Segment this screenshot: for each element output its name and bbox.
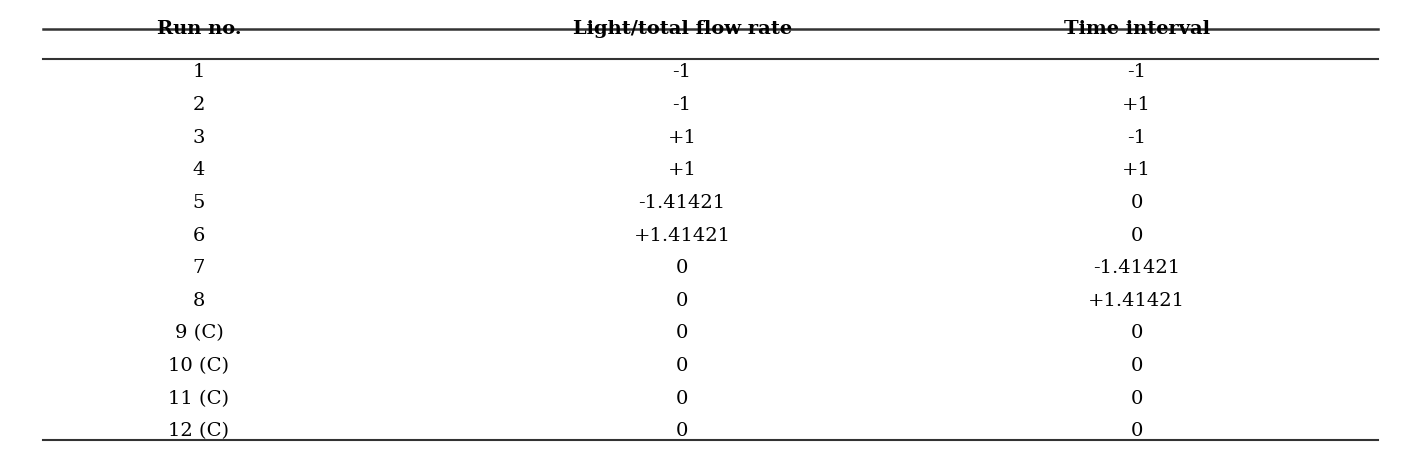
Text: Time interval: Time interval (1064, 20, 1209, 39)
Text: +1: +1 (668, 161, 696, 179)
Text: 0: 0 (676, 324, 688, 342)
Text: 0: 0 (676, 422, 688, 440)
Text: +1: +1 (668, 129, 696, 147)
Text: 0: 0 (1131, 194, 1142, 212)
Text: -1: -1 (1127, 129, 1147, 147)
Text: 0: 0 (1131, 422, 1142, 440)
Text: 0: 0 (676, 357, 688, 375)
Text: -1.41421: -1.41421 (1093, 259, 1181, 277)
Text: 4: 4 (193, 161, 205, 179)
Text: -1: -1 (1127, 63, 1147, 82)
Text: 0: 0 (676, 390, 688, 408)
Text: 5: 5 (193, 194, 205, 212)
Text: 7: 7 (193, 259, 205, 277)
Text: 10 (C): 10 (C) (169, 357, 229, 375)
Text: -1.41421: -1.41421 (638, 194, 726, 212)
Text: 1: 1 (193, 63, 205, 82)
Text: 6: 6 (193, 226, 205, 245)
Text: 8: 8 (193, 292, 205, 310)
Text: Light/total flow rate: Light/total flow rate (573, 20, 791, 39)
Text: 0: 0 (676, 259, 688, 277)
Text: 9 (C): 9 (C) (175, 324, 223, 342)
Text: +1: +1 (1123, 96, 1151, 114)
Text: 0: 0 (1131, 226, 1142, 245)
Text: 0: 0 (1131, 390, 1142, 408)
Text: 0: 0 (1131, 357, 1142, 375)
Text: +1.41421: +1.41421 (1088, 292, 1185, 310)
Text: -1: -1 (672, 96, 692, 114)
Text: 0: 0 (676, 292, 688, 310)
Text: +1: +1 (1123, 161, 1151, 179)
Text: 12 (C): 12 (C) (169, 422, 229, 440)
Text: -1: -1 (672, 63, 692, 82)
Text: 0: 0 (1131, 324, 1142, 342)
Text: 2: 2 (193, 96, 205, 114)
Text: 11 (C): 11 (C) (169, 390, 229, 408)
Text: Run no.: Run no. (156, 20, 242, 39)
Text: +1.41421: +1.41421 (634, 226, 730, 245)
Text: 3: 3 (193, 129, 205, 147)
